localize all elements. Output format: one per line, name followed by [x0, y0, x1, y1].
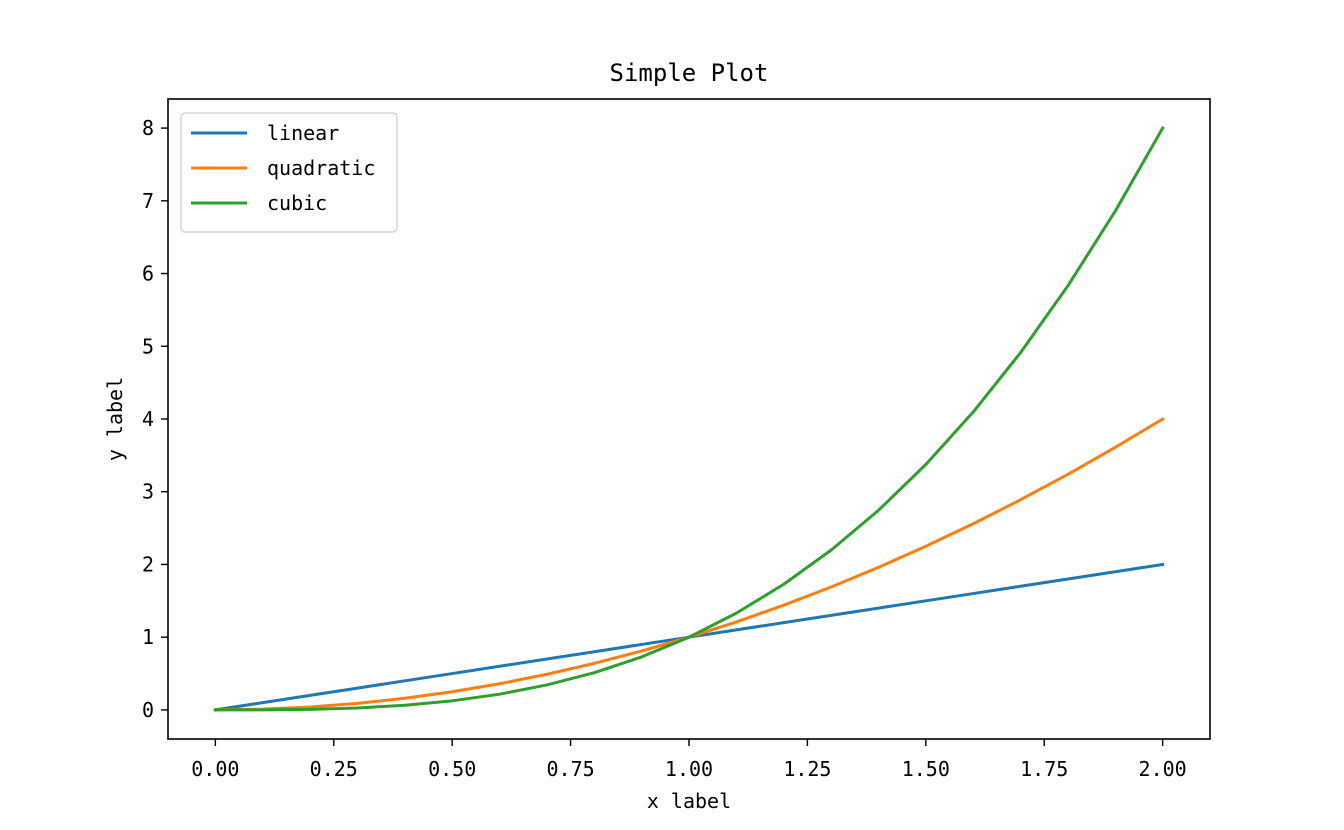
legend-label: linear — [267, 121, 339, 145]
x-tick-label: 1.25 — [783, 757, 831, 781]
series-line-cubic — [213, 126, 1165, 712]
legend-entries: linear quadratic cubic — [191, 121, 375, 215]
chart-title: Simple Plot — [610, 59, 769, 87]
x-tick-label: 0.50 — [428, 757, 476, 781]
x-tick-label: 1.50 — [902, 757, 950, 781]
y-tick-label: 5 — [142, 334, 154, 358]
y-tick-label: 8 — [142, 116, 154, 140]
x-axis-ticks: 0.00 0.25 0.50 0.75 1.00 1.25 1.50 1.75 2.00 — [191, 739, 1187, 781]
x-tick-label: 0.25 — [310, 757, 358, 781]
y-tick-label: 0 — [142, 698, 154, 722]
legend-entry-quadratic: quadratic — [191, 156, 375, 180]
x-axis-label: x label — [647, 789, 731, 813]
y-tick-label: 3 — [142, 480, 154, 504]
y-axis-label: y label — [103, 377, 127, 461]
legend-label: cubic — [267, 191, 327, 215]
x-tick-label: 0.00 — [191, 757, 239, 781]
y-tick-label: 2 — [142, 552, 154, 576]
x-tick-label: 2.00 — [1139, 757, 1187, 781]
legend: linear quadratic cubic — [180, 112, 398, 233]
legend-entry-cubic: cubic — [191, 191, 327, 215]
x-tick-label: 1.75 — [1020, 757, 1068, 781]
y-axis-ticks: 0 1 2 3 4 5 6 7 8 — [142, 116, 168, 722]
legend-label: quadratic — [267, 156, 375, 180]
y-tick-label: 4 — [142, 407, 154, 431]
series-layer — [213, 126, 1165, 712]
x-tick-label: 1.00 — [665, 757, 713, 781]
y-tick-label: 6 — [142, 262, 154, 286]
x-tick-label: 0.75 — [547, 757, 595, 781]
y-tick-label: 1 — [142, 625, 154, 649]
y-tick-label: 7 — [142, 189, 154, 213]
legend-entry-linear: linear — [191, 121, 339, 145]
axes-frame — [167, 98, 1211, 740]
